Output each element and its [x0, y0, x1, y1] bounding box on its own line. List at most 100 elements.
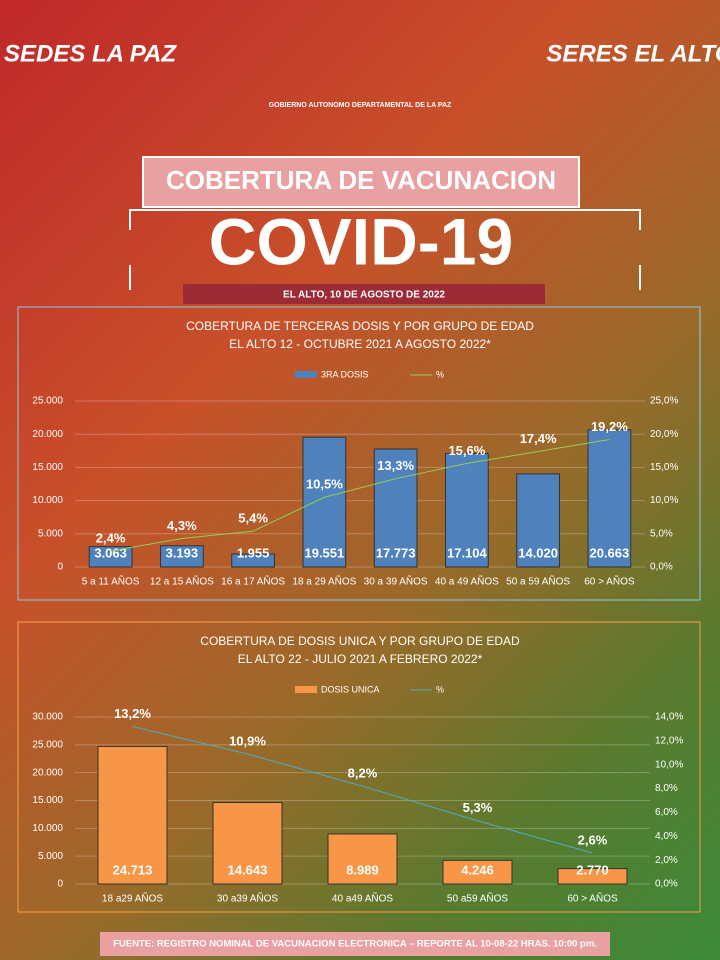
bar-label: 20.663: [589, 545, 629, 560]
percent-label: 5,3%: [463, 800, 493, 815]
x-tick-label: 60 > AÑOS: [567, 892, 618, 905]
y2-tick-label: 14,0%: [655, 712, 683, 723]
bar-label: 8.989: [346, 862, 379, 877]
bar: [302, 436, 347, 568]
y-tick-label: 20.000: [32, 767, 63, 778]
percent-label: 2,4%: [96, 531, 126, 546]
x-tick-label: 30 a39 AÑOS: [217, 892, 278, 905]
bar-label: 19.551: [304, 545, 344, 560]
chart-subtitle: EL ALTO 22 - JULIO 2021 A FEBRERO 2022*: [238, 652, 483, 666]
title: COBERTURA DE VACUNACION: [166, 165, 556, 195]
x-tick-label: 40 a49 AÑOS: [332, 892, 393, 905]
legend-label: %: [436, 684, 444, 694]
bar-label: 17.773: [376, 545, 416, 560]
chart-frame: [17, 621, 701, 913]
footer: FUENTE: REGISTRO NOMINAL DE VACUNACION E…: [113, 939, 597, 950]
bar-label: 24.713: [113, 862, 153, 877]
y-tick-label: 25.000: [32, 739, 63, 750]
bar-label: 14.643: [228, 862, 268, 877]
banner: COVID-19: [209, 204, 513, 278]
chart-title: COBERTURA DE TERCERAS DOSIS Y POR GRUPO …: [186, 319, 534, 333]
bar: [516, 473, 560, 568]
x-tick-label: 60 > AÑOS: [584, 575, 635, 588]
y-tick-label: 15.000: [32, 795, 63, 806]
percent-label: 10,9%: [229, 733, 266, 748]
legend-label: %: [436, 369, 444, 379]
percent-label: 5,4%: [238, 511, 268, 526]
x-tick-label: 50 a 59 AÑOS: [506, 575, 570, 588]
y2-tick-label: 8,0%: [655, 783, 678, 794]
y2-tick-label: 20,0%: [650, 429, 678, 440]
chart-frame: [17, 306, 701, 601]
date-bar: [183, 284, 545, 304]
y2-tick-label: 0,0%: [655, 879, 678, 890]
x-tick-label: 40 a 49 AÑOS: [435, 575, 499, 588]
bar: [88, 546, 133, 568]
bar-label: 3.193: [166, 545, 199, 560]
date: EL ALTO, 10 DE AGOSTO DE 2022: [283, 290, 445, 301]
bar: [212, 801, 283, 885]
y-tick-label: 5.000: [38, 851, 63, 862]
bar: [97, 745, 168, 885]
bar: [231, 553, 275, 568]
frame-lines: [129, 209, 641, 290]
y2-tick-label: 25,0%: [650, 396, 678, 407]
bar: [327, 833, 398, 885]
bar: [160, 545, 204, 568]
bar-label: 17.104: [447, 545, 488, 560]
y-tick-label: 20.000: [32, 429, 63, 440]
y-tick-label: 15.000: [32, 462, 63, 473]
title-box: [142, 156, 580, 208]
legend-label: DOSIS UNICA: [321, 684, 380, 694]
percent-label: 17,4%: [520, 431, 557, 446]
x-tick-label: 16 a 17 AÑOS: [221, 575, 285, 588]
x-tick-label: 5 a 11 AÑOS: [82, 575, 140, 588]
legend-label: 3RA DOSIS: [321, 369, 369, 379]
chart-subtitle: EL ALTO 12 - OCTUBRE 2021 A AGOSTO 2022*: [229, 337, 491, 351]
bar: [373, 448, 418, 568]
percent-label: 19,2%: [591, 419, 628, 434]
legend-swatch: [295, 371, 317, 378]
y2-tick-label: 4,0%: [655, 831, 678, 842]
bar-label: 4.246: [461, 862, 494, 877]
bar: [445, 452, 489, 568]
x-tick-label: 18 a29 AÑOS: [102, 892, 163, 905]
center-logo: GOBIERNO AUTONOMO DEPARTAMENTAL DE LA PA…: [269, 102, 452, 109]
y-tick-label: 10.000: [32, 823, 63, 834]
percent-label: 10,5%: [306, 477, 343, 492]
footer-box: [100, 932, 610, 956]
y2-tick-label: 2,0%: [655, 855, 678, 866]
y-tick-label: 10.000: [32, 495, 63, 506]
percent-label: 13,3%: [377, 458, 414, 473]
y2-tick-label: 0,0%: [650, 562, 673, 573]
percent-label: 2,6%: [578, 832, 608, 847]
percent-label: 15,6%: [448, 443, 485, 458]
y2-tick-label: 6,0%: [655, 807, 678, 818]
x-tick-label: 50 a59 AÑOS: [447, 892, 508, 905]
legend-swatch: [295, 686, 317, 693]
y2-tick-label: 15,0%: [650, 462, 678, 473]
bar: [442, 859, 513, 885]
y2-tick-label: 5,0%: [650, 528, 673, 539]
bar: [557, 868, 628, 885]
y2-tick-label: 12,0%: [655, 735, 683, 746]
percent-label: 13,2%: [114, 706, 151, 721]
percent-label: 8,2%: [348, 766, 378, 781]
percent-line: [132, 726, 593, 854]
y-tick-label: 25.000: [32, 396, 63, 407]
percent-line: [110, 439, 610, 552]
left-logo: SEDES LA PAZ: [4, 40, 177, 67]
bar-label: 1.955: [237, 545, 270, 560]
bar: [587, 429, 632, 568]
x-tick-label: 12 a 15 AÑOS: [150, 575, 214, 588]
y2-tick-label: 10,0%: [655, 759, 683, 770]
y-tick-label: 5.000: [38, 528, 63, 539]
bar-label: 2.770: [576, 862, 609, 877]
y-tick-label: 30.000: [32, 712, 63, 723]
y-tick-label: 0: [57, 879, 63, 890]
x-tick-label: 30 a 39 AÑOS: [364, 575, 428, 588]
bar-label: 3.063: [94, 545, 127, 560]
y-tick-label: 0: [57, 562, 63, 573]
